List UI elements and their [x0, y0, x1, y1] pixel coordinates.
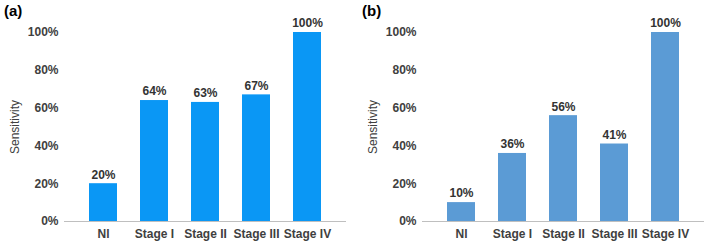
svg-text:Stage II: Stage II	[542, 227, 585, 241]
html-text:(b): (b)	[362, 2, 382, 19]
svg-text:Stage III: Stage III	[233, 227, 279, 241]
svg-text:Sensitivity: Sensitivity	[8, 100, 22, 154]
svg-text:Stage II: Stage II	[184, 227, 227, 241]
svg-text:63%: 63%	[193, 86, 217, 100]
svg-text:36%: 36%	[500, 137, 524, 151]
svg-text:80%: 80%	[34, 63, 58, 77]
svg-text:100%: 100%	[28, 25, 59, 39]
svg-text:56%: 56%	[551, 100, 575, 114]
svg-text:40%: 40%	[34, 139, 58, 153]
svg-text:40%: 40%	[392, 139, 416, 153]
html-text:(a): (a)	[4, 2, 23, 19]
svg-text:20%: 20%	[91, 168, 115, 182]
svg-text:Nl: Nl	[98, 227, 110, 241]
svg-text:Stage III: Stage III	[591, 227, 637, 241]
svg-text:20%: 20%	[34, 177, 58, 191]
svg-text:20%: 20%	[392, 177, 416, 191]
svg-text:41%: 41%	[602, 128, 626, 142]
svg-text:100%: 100%	[650, 16, 681, 30]
svg-text:100%: 100%	[386, 25, 417, 39]
svg-text:Nl: Nl	[456, 227, 468, 241]
svg-text:Stage IV: Stage IV	[284, 227, 331, 241]
svg-text:Stage I: Stage I	[135, 227, 174, 241]
svg-text:0%: 0%	[399, 214, 417, 228]
svg-text:10%: 10%	[449, 186, 473, 200]
svg-text:Stage I: Stage I	[493, 227, 532, 241]
svg-text:Sensitivity: Sensitivity	[366, 100, 380, 154]
svg-text:100%: 100%	[292, 16, 323, 30]
svg-text:67%: 67%	[244, 79, 268, 93]
svg-text:64%: 64%	[142, 84, 166, 98]
svg-text:60%: 60%	[392, 101, 416, 115]
svg-text:Stage IV: Stage IV	[642, 227, 689, 241]
svg-text:0%: 0%	[41, 214, 59, 228]
svg-text:80%: 80%	[392, 63, 416, 77]
svg-text:60%: 60%	[34, 101, 58, 115]
